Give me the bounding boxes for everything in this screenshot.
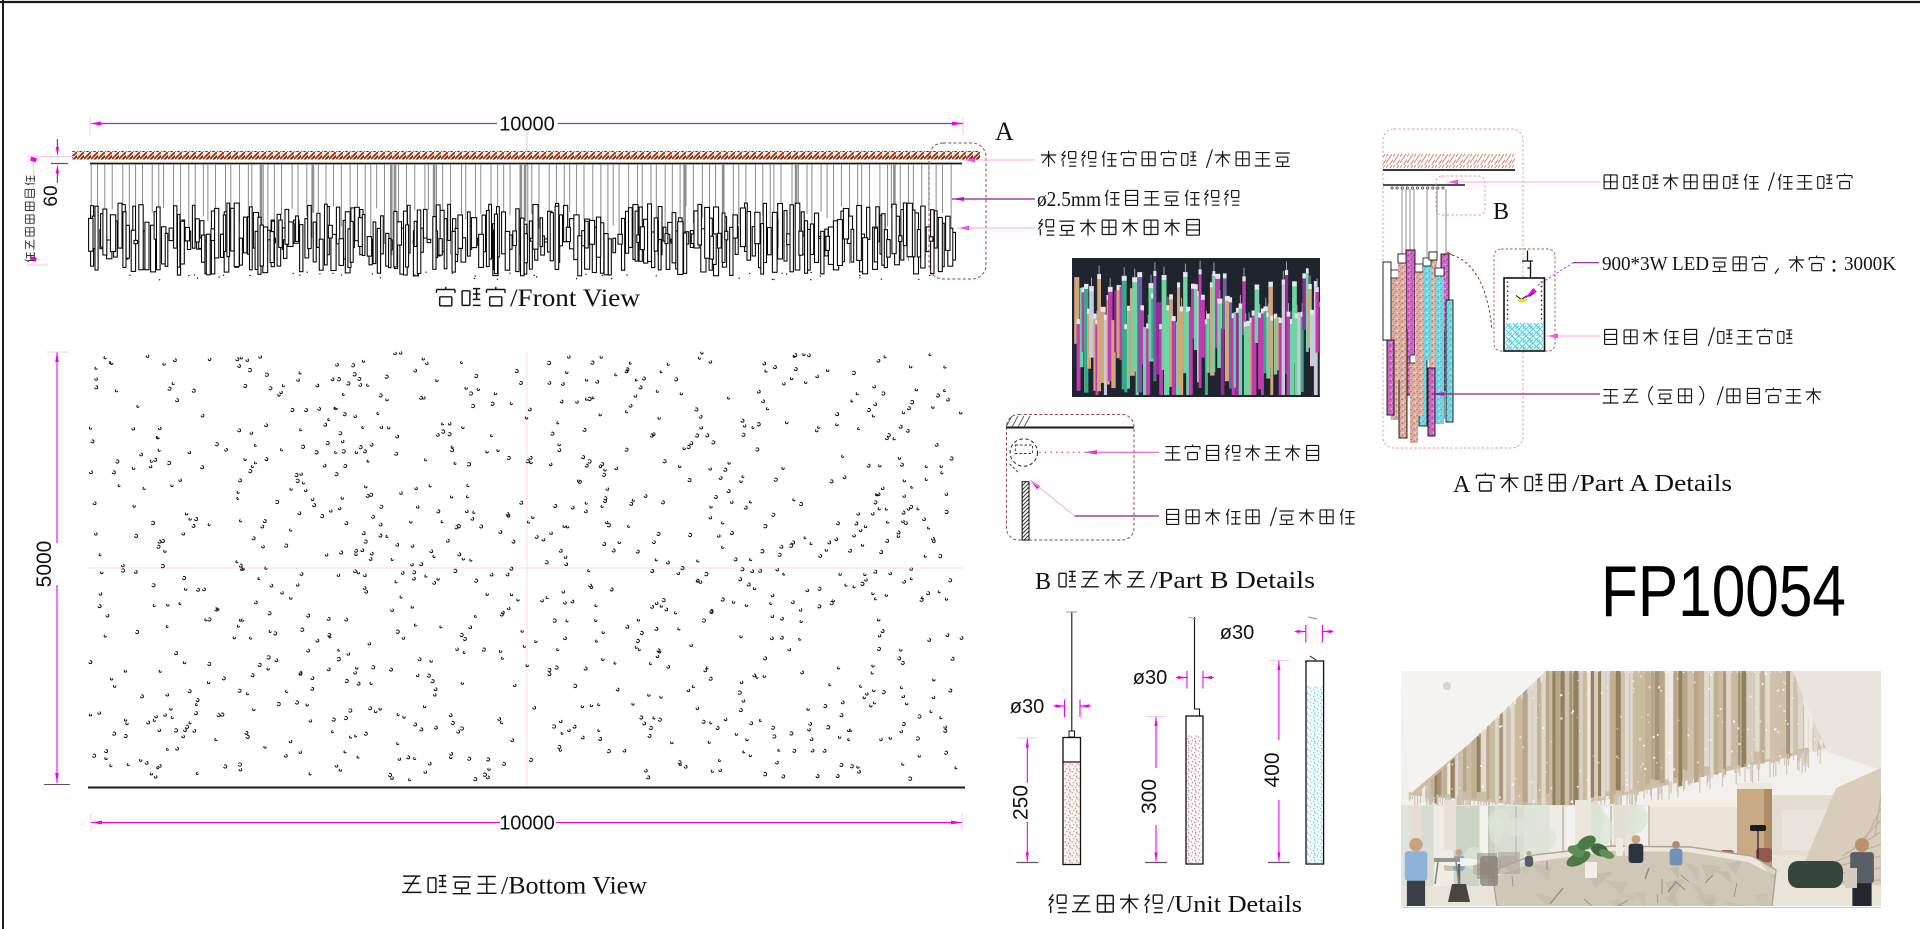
svg-text:300: 300 <box>1138 779 1161 814</box>
svg-text:/Bottom View: /Bottom View <box>501 873 647 900</box>
svg-text:ø30: ø30 <box>1010 696 1044 718</box>
svg-text:FP10054: FP10054 <box>1601 552 1846 632</box>
svg-text:A: A <box>1453 472 1471 498</box>
svg-text:250: 250 <box>1009 785 1032 820</box>
svg-text:ø30: ø30 <box>1220 622 1254 644</box>
svg-text:ø2.5mm: ø2.5mm <box>1037 187 1101 211</box>
svg-text:/Part B Details: /Part B Details <box>1150 568 1315 594</box>
svg-text:ø30: ø30 <box>1133 667 1167 689</box>
svg-text:B: B <box>1035 569 1051 595</box>
svg-text:A: A <box>995 117 1014 146</box>
svg-text:400: 400 <box>1261 752 1284 787</box>
svg-text:/Part A Details: /Part A Details <box>1572 471 1732 497</box>
svg-text:/Front View: /Front View <box>510 285 640 312</box>
svg-text:900*3W LED: 900*3W LED <box>1602 253 1709 275</box>
svg-text:B: B <box>1493 199 1509 225</box>
svg-text:/Unit Details: /Unit Details <box>1167 892 1302 918</box>
svg-text:5000: 5000 <box>33 541 56 588</box>
svg-text:3000K: 3000K <box>1844 253 1897 275</box>
svg-text:10000: 10000 <box>499 813 555 835</box>
svg-text:10000: 10000 <box>499 114 555 136</box>
svg-text:60: 60 <box>41 185 62 206</box>
